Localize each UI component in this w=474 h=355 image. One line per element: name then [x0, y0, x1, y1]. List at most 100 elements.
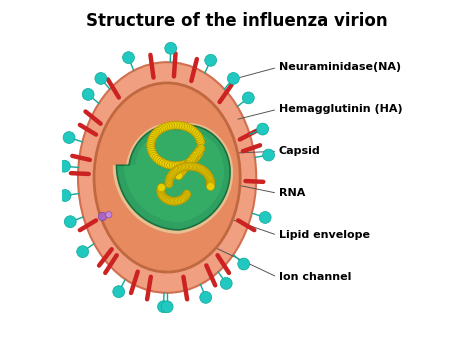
- Circle shape: [77, 246, 89, 258]
- Circle shape: [196, 136, 204, 144]
- Circle shape: [177, 164, 185, 172]
- Circle shape: [113, 286, 125, 297]
- Text: Hemagglutinin (HA): Hemagglutinin (HA): [279, 104, 402, 114]
- Text: Lipid envelope: Lipid envelope: [279, 230, 370, 240]
- Circle shape: [178, 163, 186, 171]
- Circle shape: [190, 163, 198, 171]
- Circle shape: [199, 166, 207, 174]
- Circle shape: [205, 173, 213, 181]
- Circle shape: [184, 162, 192, 170]
- Circle shape: [179, 161, 187, 169]
- Circle shape: [183, 162, 191, 170]
- Circle shape: [161, 194, 169, 202]
- Circle shape: [164, 196, 172, 204]
- Circle shape: [195, 146, 203, 154]
- Circle shape: [220, 278, 232, 289]
- Circle shape: [167, 197, 175, 205]
- Circle shape: [82, 88, 94, 100]
- Circle shape: [191, 152, 199, 160]
- Circle shape: [149, 132, 157, 141]
- Circle shape: [192, 163, 201, 171]
- Circle shape: [165, 179, 173, 187]
- Circle shape: [174, 162, 182, 170]
- Circle shape: [59, 190, 71, 201]
- Circle shape: [206, 174, 214, 182]
- Circle shape: [157, 125, 165, 133]
- Text: Capsid: Capsid: [279, 146, 321, 156]
- Circle shape: [197, 138, 205, 146]
- Circle shape: [176, 164, 184, 173]
- Text: Ion channel: Ion channel: [279, 272, 351, 282]
- Circle shape: [194, 147, 202, 155]
- Circle shape: [257, 123, 269, 135]
- Circle shape: [170, 197, 178, 205]
- Circle shape: [173, 166, 181, 174]
- Circle shape: [200, 166, 208, 175]
- Circle shape: [196, 165, 204, 173]
- Circle shape: [196, 147, 204, 154]
- Circle shape: [157, 190, 165, 198]
- Circle shape: [182, 160, 190, 168]
- Circle shape: [157, 187, 165, 195]
- Circle shape: [207, 179, 215, 187]
- Circle shape: [146, 142, 155, 151]
- Circle shape: [179, 195, 187, 203]
- Text: RNA: RNA: [279, 188, 305, 198]
- Circle shape: [98, 212, 107, 221]
- Circle shape: [190, 155, 198, 163]
- Circle shape: [184, 159, 192, 167]
- Circle shape: [163, 196, 171, 203]
- Circle shape: [162, 160, 170, 168]
- Circle shape: [207, 181, 215, 189]
- Ellipse shape: [107, 115, 196, 190]
- Circle shape: [158, 191, 166, 199]
- Circle shape: [181, 193, 189, 201]
- Circle shape: [182, 191, 190, 199]
- Circle shape: [165, 176, 173, 184]
- Text: Neuraminidase(NA): Neuraminidase(NA): [279, 62, 401, 72]
- Circle shape: [178, 195, 186, 203]
- Circle shape: [238, 258, 250, 270]
- Circle shape: [188, 126, 196, 134]
- Circle shape: [182, 163, 191, 170]
- Circle shape: [162, 123, 170, 131]
- Circle shape: [177, 169, 185, 177]
- Circle shape: [173, 166, 182, 174]
- Text: Structure of the influenza virion: Structure of the influenza virion: [86, 11, 388, 29]
- Circle shape: [167, 172, 175, 180]
- Circle shape: [148, 148, 156, 157]
- Circle shape: [147, 146, 155, 154]
- Circle shape: [186, 158, 194, 166]
- Circle shape: [185, 159, 193, 167]
- Circle shape: [180, 194, 188, 202]
- Circle shape: [171, 167, 179, 175]
- Circle shape: [205, 172, 213, 180]
- Circle shape: [191, 154, 200, 162]
- Circle shape: [188, 162, 196, 170]
- Circle shape: [203, 170, 211, 178]
- Circle shape: [160, 124, 168, 132]
- Circle shape: [181, 165, 189, 173]
- Circle shape: [186, 125, 194, 133]
- Circle shape: [197, 144, 205, 153]
- Circle shape: [157, 186, 165, 194]
- Circle shape: [200, 291, 212, 303]
- Circle shape: [165, 178, 173, 185]
- Circle shape: [165, 175, 173, 183]
- Circle shape: [191, 163, 199, 171]
- Circle shape: [161, 301, 173, 313]
- Circle shape: [169, 169, 177, 177]
- Circle shape: [186, 157, 194, 165]
- Circle shape: [207, 182, 215, 191]
- Circle shape: [207, 180, 215, 188]
- Circle shape: [174, 121, 182, 129]
- Circle shape: [176, 196, 184, 204]
- Circle shape: [149, 150, 157, 158]
- Circle shape: [159, 192, 167, 200]
- Circle shape: [181, 163, 189, 171]
- Circle shape: [166, 173, 174, 181]
- Circle shape: [263, 149, 274, 161]
- Circle shape: [169, 162, 177, 170]
- Circle shape: [170, 168, 178, 176]
- Circle shape: [197, 165, 205, 173]
